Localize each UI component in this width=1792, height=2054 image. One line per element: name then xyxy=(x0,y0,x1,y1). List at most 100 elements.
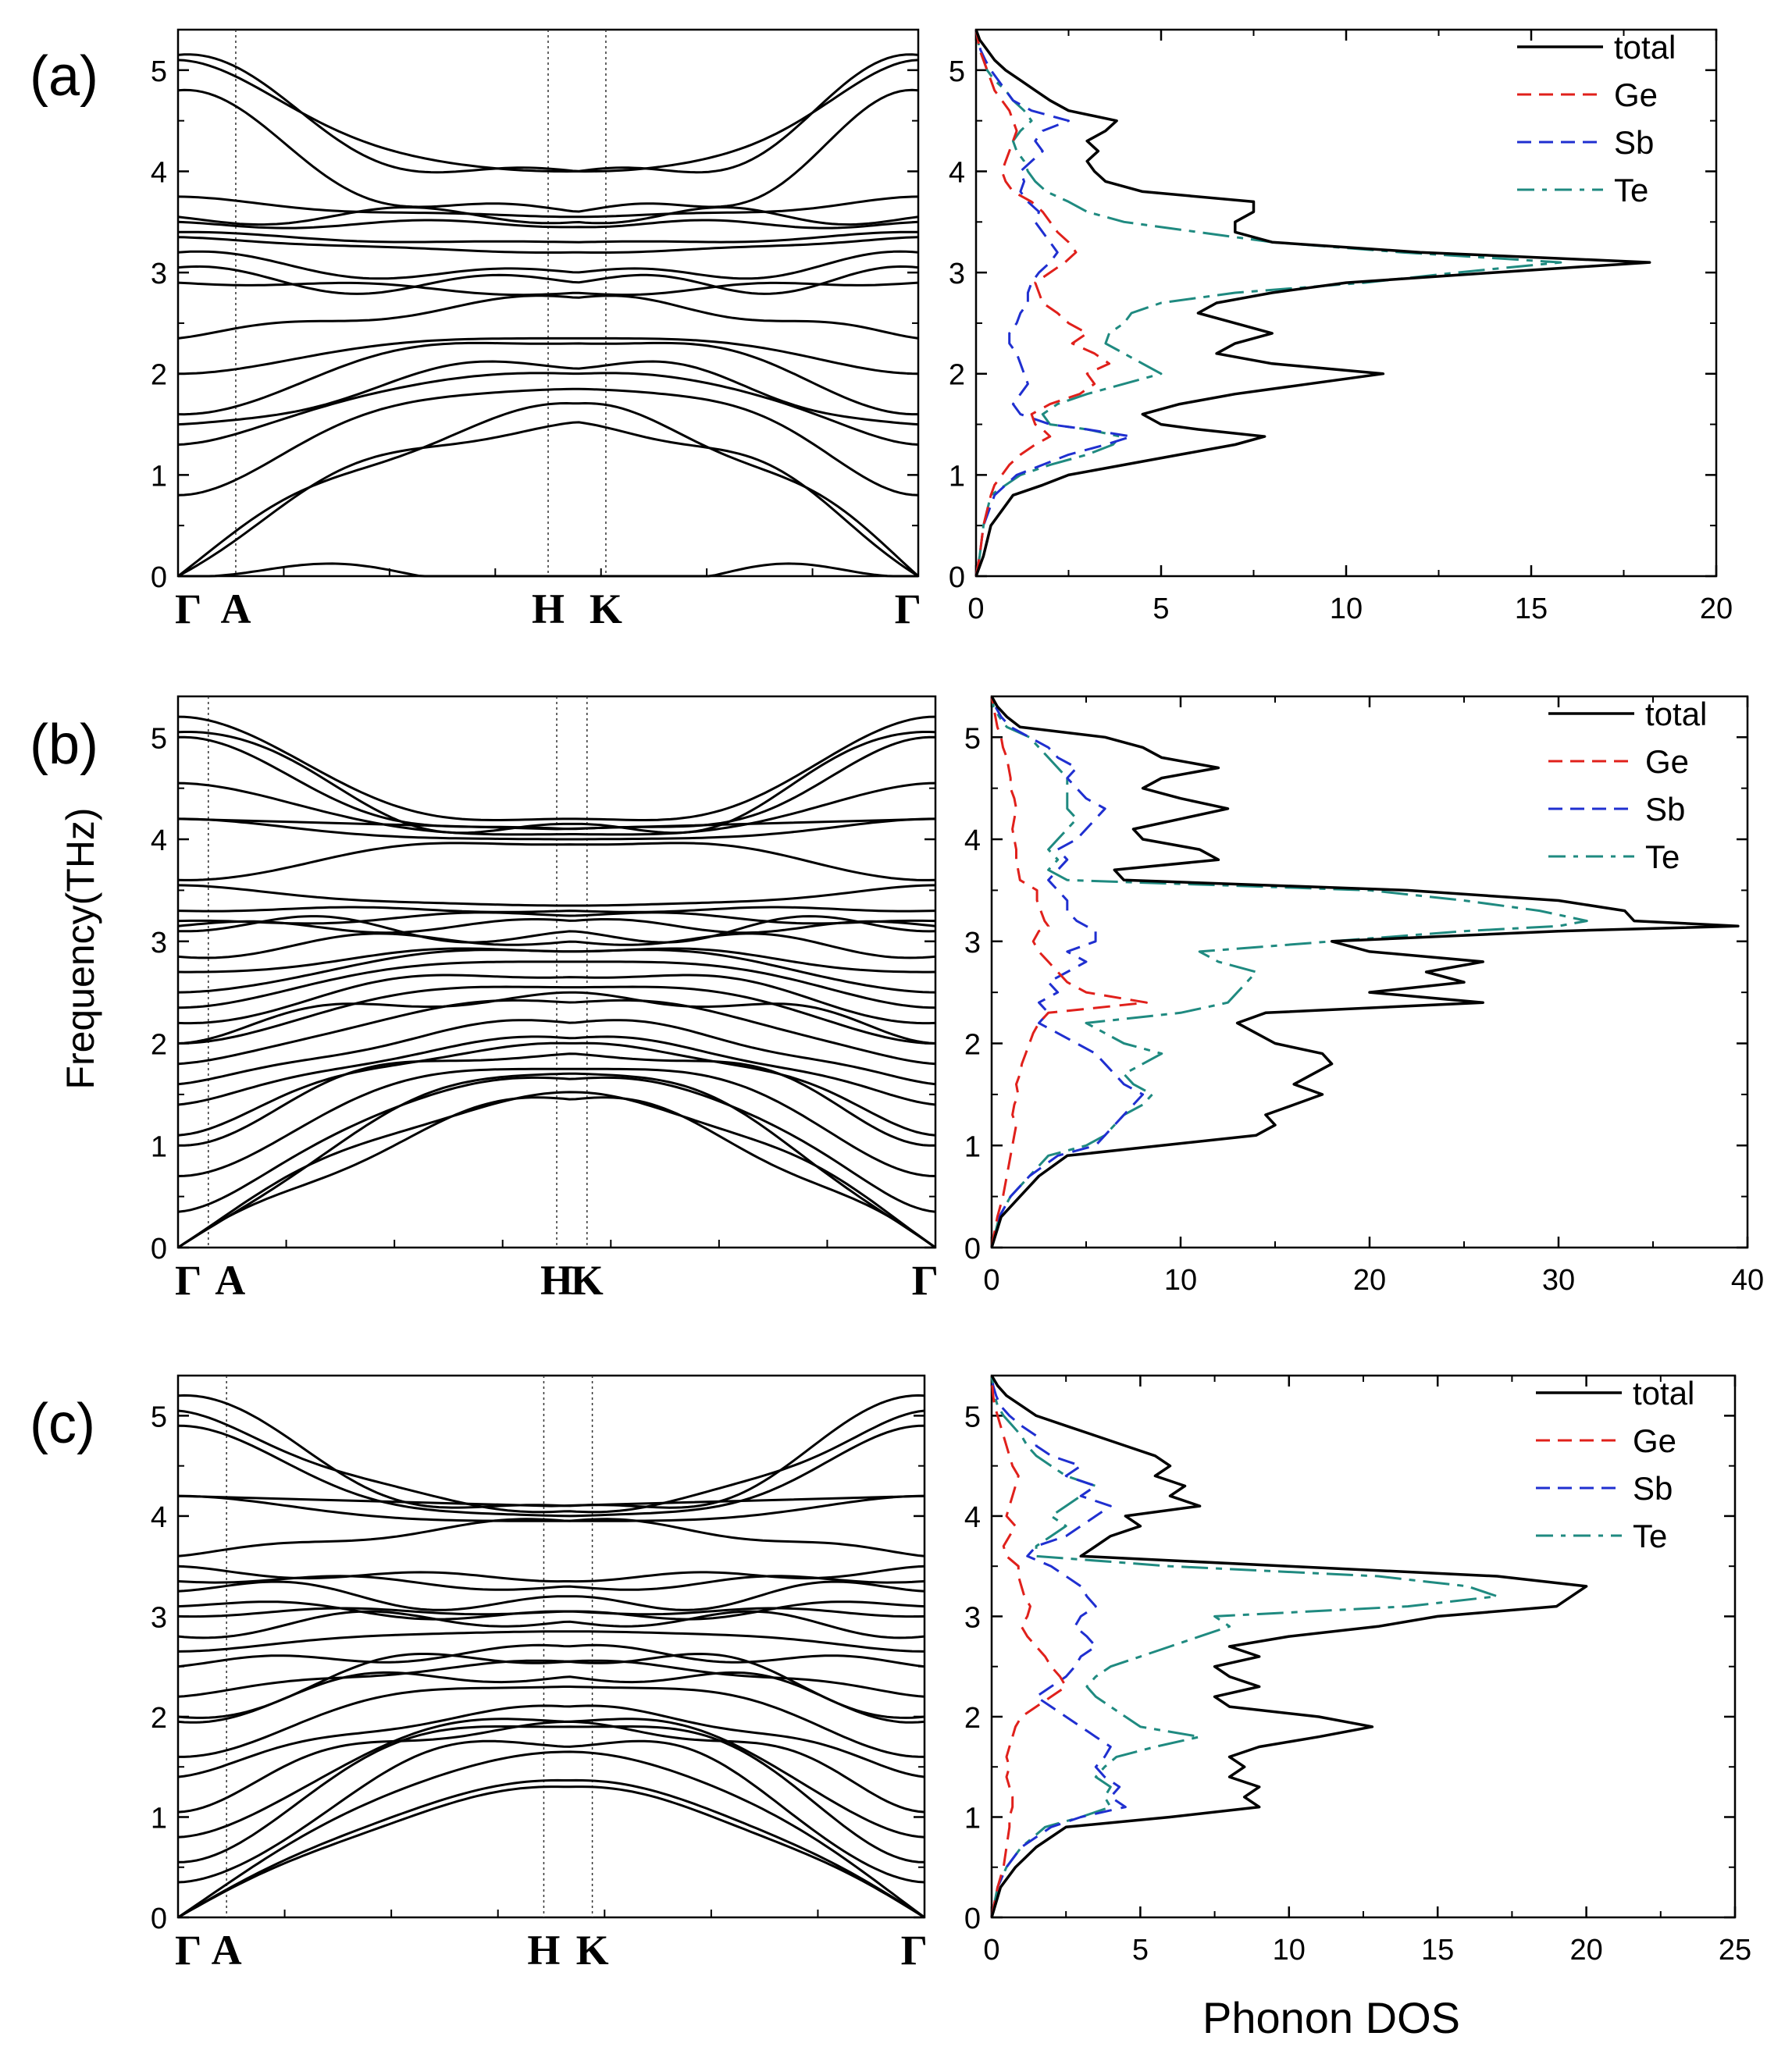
disp-b-kpoint-label: H xyxy=(540,1257,573,1304)
dos-c-legend-label-te: Te xyxy=(1633,1518,1667,1554)
disp-c-branch xyxy=(177,1409,925,1514)
panel-label-b: (b) xyxy=(30,714,98,776)
dos-b-xtick-label: 20 xyxy=(1353,1264,1386,1297)
disp-b-branch xyxy=(177,1041,936,1137)
disp-b-branch xyxy=(177,1035,936,1106)
dos-b-ytick-label: 2 xyxy=(964,1029,981,1062)
disp-b-branch xyxy=(177,1067,936,1177)
disp-c-branch xyxy=(177,1518,925,1557)
disp-b-branch xyxy=(177,715,936,821)
dos-a-frame xyxy=(974,28,1718,578)
disp-c-branch xyxy=(177,1720,925,1814)
disp-a-ytick-label: 1 xyxy=(151,460,167,493)
disp-c-branch xyxy=(177,1785,925,1919)
dos-b-xtick-label: 40 xyxy=(1731,1264,1764,1297)
disp-c-kpoint-label: K xyxy=(576,1927,609,1974)
dos-b-ytick-label: 1 xyxy=(964,1130,981,1163)
disp-a-branch xyxy=(177,401,920,578)
dos-b-legend-label-total: total xyxy=(1645,696,1707,732)
disp-b-branch xyxy=(178,1052,935,1147)
dos-c-series-te xyxy=(990,1375,1498,1918)
dos-b-ytick-label: 3 xyxy=(964,927,981,959)
dos-b-ytick-label: 0 xyxy=(964,1233,981,1266)
disp-b-kpoint-label: A xyxy=(215,1257,245,1304)
disp-c-branch xyxy=(177,1659,925,1698)
disp-c-ytick-label: 1 xyxy=(151,1802,167,1835)
dos-c-ytick-label: 0 xyxy=(964,1903,981,1935)
dos-c-xtick-label: 10 xyxy=(1273,1934,1306,1967)
disp-c-ytick-label: 4 xyxy=(151,1501,167,1534)
dos-a-series-total xyxy=(974,29,1651,577)
disp-a-branch xyxy=(177,341,918,416)
disp-c-flat-branch xyxy=(177,1494,925,1508)
dos-a-ytick-label: 1 xyxy=(949,460,965,493)
dos-a-ytick-label: 0 xyxy=(949,561,965,594)
disp-a-ytick-label: 2 xyxy=(151,359,167,392)
disp-c-ytick-label: 0 xyxy=(151,1903,167,1935)
disp-c-kpoint-label: H xyxy=(527,1927,560,1974)
disp-b-branch xyxy=(177,918,936,934)
disp-c-branch xyxy=(177,1739,925,1884)
disp-b-branch xyxy=(177,1096,936,1249)
disp-b-ytick-label: 2 xyxy=(151,1029,167,1062)
dos-b-xtick-label: 30 xyxy=(1542,1264,1575,1297)
disp-a-branch xyxy=(177,88,919,213)
dos-b-series-te xyxy=(990,696,1588,1248)
disp-b-branch xyxy=(177,1019,936,1086)
disp-b-branch xyxy=(177,884,936,907)
disp-c-kpoint-label: Γ xyxy=(901,1927,928,1974)
disp-a-kpoint-label: H xyxy=(532,586,565,632)
disp-b-branch xyxy=(177,915,936,944)
disp-a-branch xyxy=(177,294,919,340)
panel-label-a: (a) xyxy=(30,45,98,108)
dos-c-ytick-label: 5 xyxy=(964,1401,981,1433)
disp-a-branch xyxy=(177,236,919,254)
dos-b-series-total xyxy=(990,696,1740,1248)
disp-b-flat-branch xyxy=(177,817,936,831)
disp-b-ytick-label: 0 xyxy=(151,1233,167,1266)
dos-c-xtick-label: 25 xyxy=(1719,1934,1751,1967)
disp-a-ytick-label: 3 xyxy=(151,258,167,290)
disp-c-branch xyxy=(177,1725,925,1864)
dos-c-xtick-label: 20 xyxy=(1569,1934,1602,1967)
disp-c-ytick-label: 2 xyxy=(151,1702,167,1735)
disp-b-ytick-label: 3 xyxy=(151,927,167,959)
disp-b-branch xyxy=(177,960,936,1009)
disp-b-branch xyxy=(177,781,936,836)
dos-a-legend-label-total: total xyxy=(1614,29,1676,66)
dos-c-series-ge xyxy=(990,1375,1067,1918)
disp-a-kpoint-label: K xyxy=(590,586,622,632)
disp-b-branch xyxy=(177,974,936,1025)
disp-a-branch xyxy=(177,205,919,226)
dos-b-xtick-label: 10 xyxy=(1164,1264,1197,1297)
disp-c-branch xyxy=(177,1565,925,1583)
disp-a-branch xyxy=(177,387,919,497)
disp-c-branch xyxy=(177,1494,925,1522)
disp-b-branch xyxy=(177,985,936,1045)
disp-c-branch xyxy=(177,1652,925,1719)
x-axis-label-dos: Phonon DOS xyxy=(1202,1993,1460,2042)
disp-b-branch xyxy=(178,817,935,841)
disp-c-branch xyxy=(177,1643,925,1668)
dos-a-legend-label-sb: Sb xyxy=(1614,124,1654,161)
disp-b-branch xyxy=(177,991,936,1045)
disp-a-kpoint-label: A xyxy=(220,586,251,632)
disp-b-kpoint-label: Γ xyxy=(175,1257,201,1304)
dos-c-ytick-label: 2 xyxy=(964,1702,981,1735)
disp-a-branch xyxy=(178,562,918,578)
dos-a-xtick-label: 5 xyxy=(1153,593,1169,625)
disp-b-branch xyxy=(177,1072,936,1249)
disp-b-branch xyxy=(177,999,936,1066)
disp-b-branch xyxy=(177,1076,936,1213)
dos-a-xtick-label: 10 xyxy=(1330,593,1363,625)
disp-a-branch xyxy=(177,372,919,446)
dos-b-legend-label-sb: Sb xyxy=(1645,791,1685,828)
dos-b-series-sb xyxy=(990,696,1145,1248)
dos-a-xtick-label: 15 xyxy=(1515,593,1548,625)
disp-c-branch xyxy=(177,1718,925,1839)
dos-a-ytick-label: 2 xyxy=(949,359,965,392)
dos-a-ytick-label: 3 xyxy=(949,258,965,290)
disp-c-ytick-label: 5 xyxy=(151,1401,167,1433)
disp-a-branch xyxy=(177,230,919,244)
disp-c-branch xyxy=(177,1704,925,1778)
